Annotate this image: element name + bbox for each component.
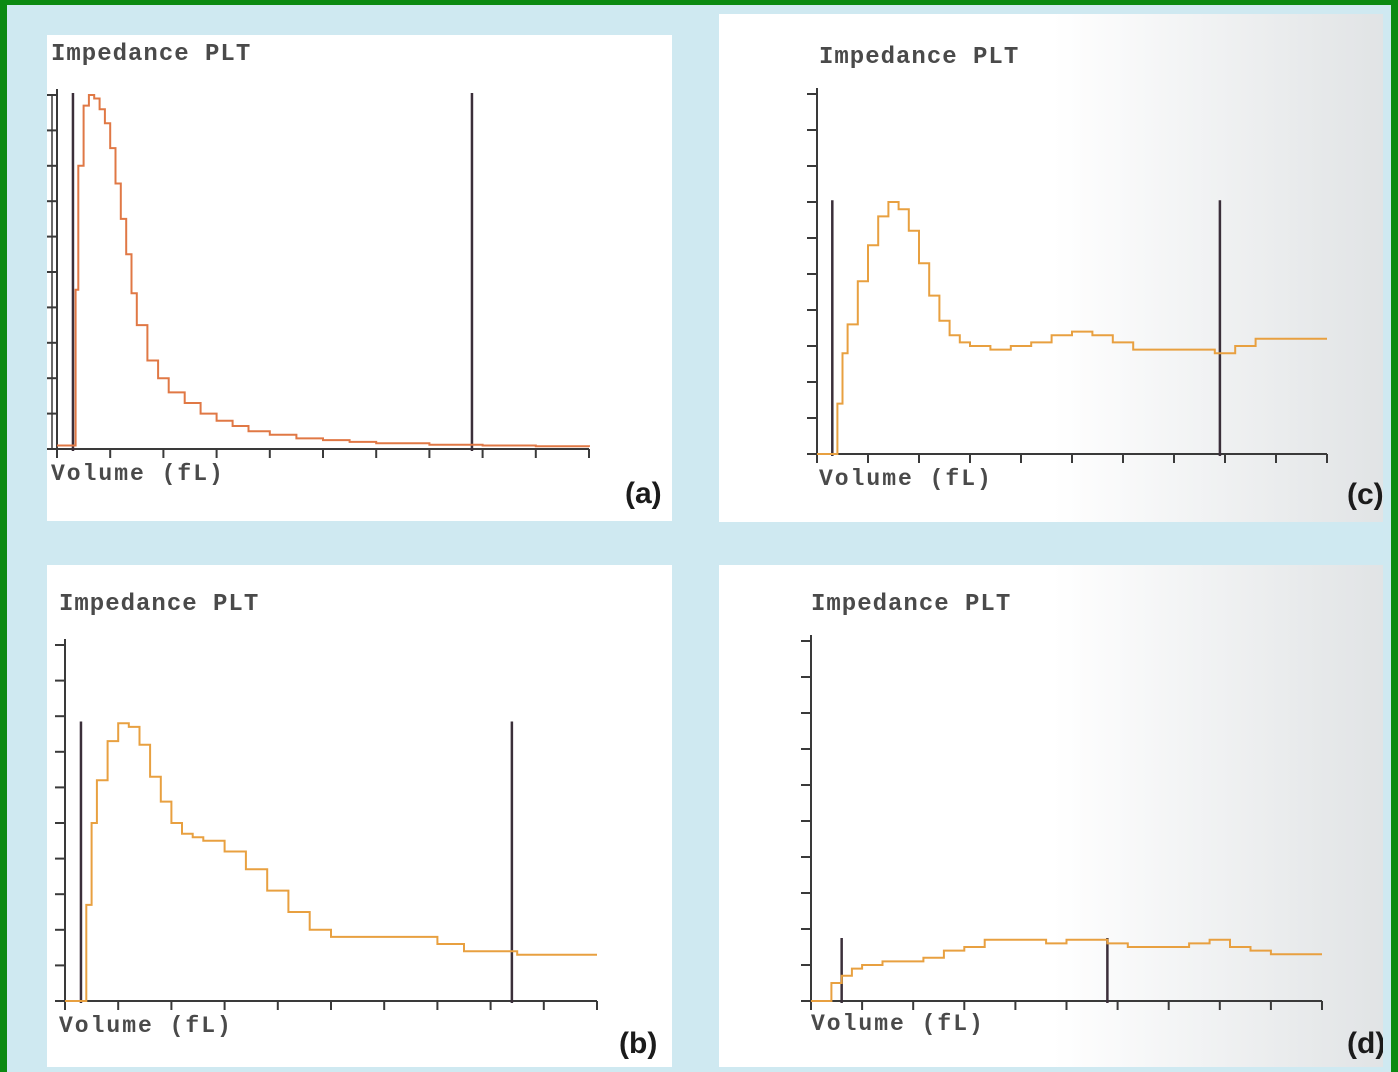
panel-c-title: Impedance PLT bbox=[819, 44, 1020, 71]
histogram-series-line bbox=[817, 201, 1327, 455]
panel-c-xlabel: Volume (fL) bbox=[819, 466, 993, 492]
panel-d-xlabel: Volume (fL) bbox=[811, 1011, 985, 1037]
panel-c: Impedance PLT Volume (fL) (c) bbox=[719, 14, 1383, 522]
histogram-series-line bbox=[811, 938, 1322, 1002]
panel-b-label: (b) bbox=[619, 1027, 658, 1060]
panel-c-plot bbox=[807, 88, 1328, 463]
panel-d-title: Impedance PLT bbox=[811, 591, 1012, 618]
panel-a: Impedance PLT Volume (fL) (a) bbox=[47, 35, 672, 521]
panel-a-label: (a) bbox=[625, 477, 662, 510]
panel-b: Impedance PLT Volume (fL) (b) bbox=[47, 565, 672, 1067]
panel-b-xlabel: Volume (fL) bbox=[59, 1013, 233, 1039]
histogram-series-line bbox=[57, 94, 590, 448]
histogram-series-line bbox=[65, 722, 597, 1002]
figure-stage: Impedance PLT Volume (fL) (a) Impedance … bbox=[7, 5, 1391, 1072]
panel-b-title: Impedance PLT bbox=[59, 591, 260, 618]
panel-b-plot bbox=[55, 639, 598, 1010]
panel-a-xlabel: Volume (fL) bbox=[51, 461, 225, 487]
panel-d: Impedance PLT Volume (fL) (d) bbox=[719, 565, 1383, 1067]
panel-a-plot bbox=[47, 89, 590, 458]
panel-d-plot bbox=[801, 635, 1323, 1010]
panel-a-title: Impedance PLT bbox=[51, 41, 252, 68]
panel-d-label: (d) bbox=[1347, 1027, 1383, 1060]
panel-c-label: (c) bbox=[1347, 478, 1383, 511]
